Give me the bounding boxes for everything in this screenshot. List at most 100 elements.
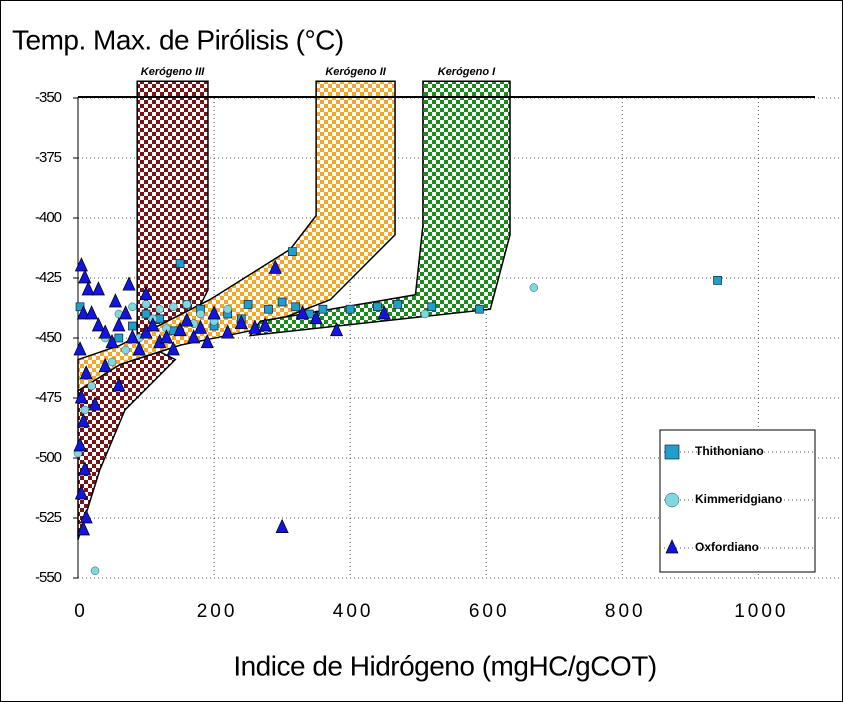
y-tick-label: -550 — [35, 569, 62, 586]
point — [258, 317, 272, 332]
point — [76, 305, 90, 320]
point — [207, 305, 221, 320]
point — [200, 333, 214, 349]
y-tick-label: -475 — [35, 389, 62, 406]
point — [76, 521, 90, 536]
point — [125, 329, 139, 344]
y-tick-label: -350 — [35, 89, 62, 106]
point — [79, 365, 93, 380]
point — [268, 259, 282, 274]
point — [248, 319, 262, 334]
point — [713, 276, 722, 285]
point — [291, 302, 301, 312]
point — [529, 283, 539, 292]
point — [141, 300, 151, 309]
y-tick-label: -425 — [35, 269, 62, 286]
y-tick-label: -500 — [35, 449, 62, 466]
legend-label: Oxfordiano — [695, 540, 759, 554]
legend — [659, 429, 816, 573]
point — [98, 357, 112, 373]
point — [345, 304, 355, 314]
point — [74, 257, 88, 272]
point — [169, 302, 178, 312]
point — [88, 396, 102, 411]
point — [90, 566, 100, 576]
point — [121, 345, 130, 355]
legend-symbol — [665, 539, 679, 554]
point — [223, 304, 232, 314]
y-tick-label: -525 — [35, 509, 62, 526]
point — [105, 333, 119, 349]
y-tick-label: -375 — [35, 149, 62, 166]
kerogen-region — [248, 80, 511, 337]
point — [91, 281, 105, 296]
region-label: Kerógeno II — [325, 66, 386, 78]
point — [175, 259, 185, 268]
point — [108, 293, 122, 308]
point — [122, 276, 136, 291]
point — [166, 341, 180, 356]
x-tick-label: 1000 — [734, 601, 788, 622]
point — [196, 309, 205, 319]
point — [180, 312, 194, 327]
point — [187, 329, 201, 344]
point — [275, 518, 289, 533]
point — [221, 324, 235, 339]
point — [141, 309, 151, 319]
point — [98, 324, 112, 339]
point — [159, 329, 173, 344]
point — [107, 357, 117, 367]
point — [155, 304, 164, 314]
point — [139, 324, 153, 339]
point — [74, 389, 88, 404]
point — [73, 437, 87, 452]
point — [74, 485, 88, 500]
point — [85, 305, 99, 320]
x-tick-label: 200 — [197, 601, 238, 622]
point — [309, 309, 323, 325]
point — [295, 305, 310, 320]
point — [264, 304, 273, 314]
point — [114, 333, 124, 343]
point — [377, 305, 391, 320]
point — [128, 302, 137, 312]
point — [79, 509, 93, 524]
point — [193, 319, 208, 334]
point — [91, 317, 105, 332]
point — [78, 269, 92, 284]
point — [112, 317, 126, 332]
y-tick-label: -450 — [35, 329, 62, 346]
point — [139, 285, 153, 301]
x-tick-label: 800 — [605, 601, 646, 622]
point — [112, 377, 126, 392]
y-axis-title: Temp. Max. de Pirólisis (°C) — [12, 24, 344, 55]
point — [287, 247, 297, 256]
legend-symbol — [664, 492, 680, 508]
point — [78, 461, 92, 476]
x-tick-label: 400 — [333, 601, 374, 622]
point — [277, 297, 287, 307]
point — [128, 321, 137, 331]
point — [329, 321, 344, 337]
x-tick-label: 0 — [74, 601, 88, 622]
y-tick-label: -400 — [35, 209, 62, 226]
point — [80, 405, 90, 415]
region-label: Kerógeno III — [141, 66, 206, 78]
point — [243, 300, 253, 309]
point — [427, 302, 437, 312]
point — [475, 304, 484, 314]
region-label: Kerógeno I — [438, 66, 496, 78]
point — [318, 304, 328, 314]
legend-label: Kimmeridgiano — [695, 492, 782, 506]
point — [393, 300, 403, 309]
point — [182, 300, 192, 309]
point — [420, 309, 430, 319]
point — [146, 317, 160, 332]
point — [81, 281, 95, 296]
point — [73, 341, 87, 356]
point — [76, 413, 90, 428]
point — [234, 314, 248, 329]
legend-label: Thithoniano — [695, 444, 764, 458]
point — [119, 305, 133, 320]
